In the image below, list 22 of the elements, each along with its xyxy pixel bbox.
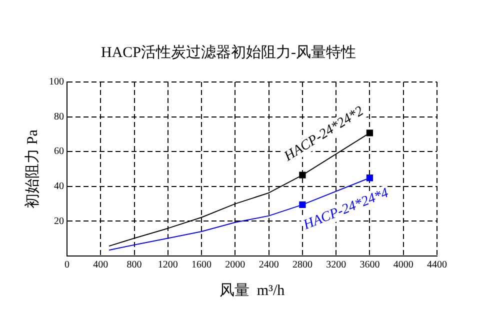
- point: [366, 130, 374, 136]
- point: [366, 174, 374, 182]
- x-tick-label: 4000: [393, 260, 414, 271]
- x-tick-label: 4400: [427, 260, 447, 271]
- x-tick-label: 400: [93, 260, 108, 271]
- x-tick-label: 3600: [360, 260, 380, 271]
- x-tick-label: 0: [64, 260, 70, 271]
- y-tick-label: 40: [54, 181, 64, 192]
- y-tick-label: 100: [49, 76, 64, 88]
- y-tick-label: 20: [54, 216, 64, 227]
- x-tick-label: 2800: [292, 260, 312, 271]
- x-tick-label: 1200: [158, 260, 178, 271]
- x-tick-label: 2400: [258, 260, 279, 271]
- x-tick-label: 800: [126, 260, 142, 271]
- x-tick-label: 3200: [326, 260, 346, 271]
- x-axis-title: 风量 m³/h: [219, 282, 286, 299]
- x-tick-label: 2000: [225, 260, 246, 271]
- y-tick-label: 80: [54, 111, 64, 122]
- y-tick-label: 60: [54, 146, 64, 158]
- x-tick-label: 1600: [192, 260, 212, 271]
- chart-title: HACP活性炭过滤器初始阻力-风量特性: [100, 44, 356, 61]
- y-axis-title: 初始阻力 Pa: [24, 129, 41, 208]
